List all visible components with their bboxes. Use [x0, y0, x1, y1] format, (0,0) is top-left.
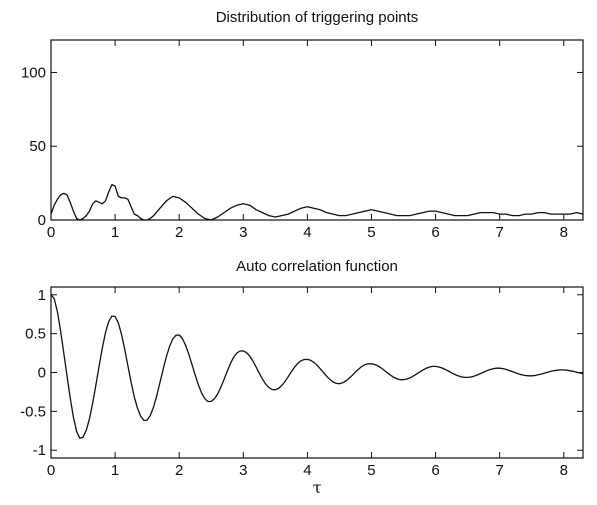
- plot-frame: [50, 39, 584, 221]
- x-tick-label: 4: [303, 462, 311, 479]
- y-tick-label: 100: [21, 64, 46, 81]
- y-tick-label: 1: [38, 287, 46, 304]
- triggering-distribution-panel: Distribution of triggering points 0 1 2 3 4 5…: [21, 9, 584, 241]
- plot-frame: [50, 286, 584, 459]
- x-tick-label: 0: [47, 224, 55, 241]
- x-tick-label: 6: [431, 462, 439, 479]
- x-tick-label: 8: [560, 462, 568, 479]
- y-tick-label: 0: [38, 212, 46, 229]
- autocorrelation-line: [50, 294, 584, 439]
- axis-ticks: [50, 287, 583, 458]
- x-axis-label: τ: [313, 478, 322, 497]
- tick-labels: 0 1 2 3 4 5 6 7 8 0 50 100: [21, 64, 568, 241]
- y-tick-label: -1: [33, 442, 46, 459]
- axis-ticks: [50, 40, 583, 221]
- x-tick-label: 8: [560, 224, 568, 241]
- x-tick-label: 5: [367, 224, 375, 241]
- y-tick-label: 50: [29, 138, 46, 155]
- y-tick-label: 0.5: [25, 326, 46, 343]
- y-tick-label: 0: [38, 365, 46, 382]
- x-tick-label: 1: [111, 462, 119, 479]
- triggering-distribution-line: [50, 183, 584, 221]
- x-tick-label: 3: [239, 462, 247, 479]
- chart-title: Auto correlation function: [236, 258, 398, 275]
- tick-labels: 0 1 2 3 4 5 6 7 8 -1 -0.5 0 0.5 1: [20, 287, 568, 479]
- x-tick-label: 7: [496, 462, 504, 479]
- x-tick-label: 6: [431, 224, 439, 241]
- x-tick-label: 2: [175, 462, 183, 479]
- chart-title: Distribution of triggering points: [216, 9, 419, 26]
- x-tick-label: 7: [496, 224, 504, 241]
- autocorrelation-panel: Auto correlation function 0 1 2 3 4 5 6 7 8 -1 -0.…: [20, 258, 584, 497]
- x-tick-label: 5: [367, 462, 375, 479]
- x-tick-label: 4: [303, 224, 311, 241]
- x-tick-label: 0: [47, 462, 55, 479]
- y-tick-label: -0.5: [20, 403, 46, 420]
- x-tick-label: 1: [111, 224, 119, 241]
- x-tick-label: 3: [239, 224, 247, 241]
- x-tick-label: 2: [175, 224, 183, 241]
